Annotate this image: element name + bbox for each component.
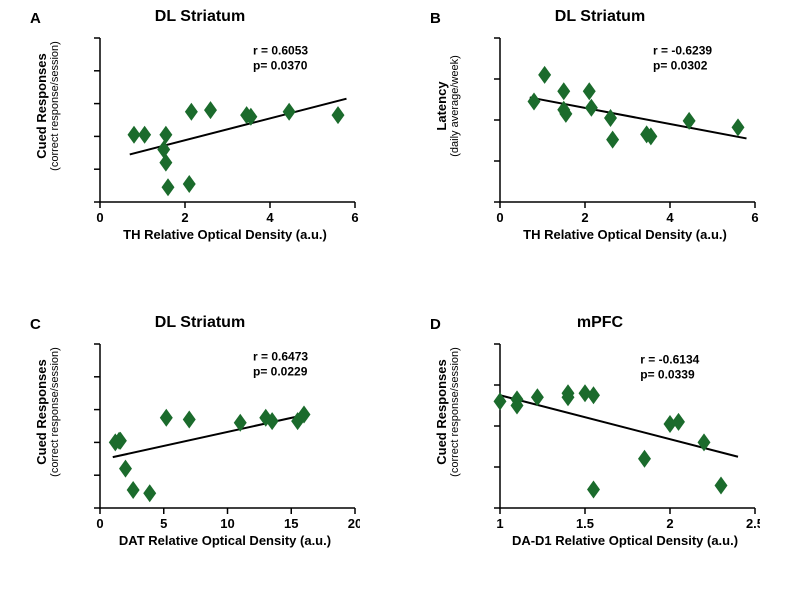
data-point <box>528 93 541 111</box>
svg-text:6: 6 <box>751 210 758 225</box>
svg-text:15: 15 <box>284 516 298 531</box>
data-point <box>160 409 173 427</box>
stats-p: p= 0.0302 <box>653 58 708 72</box>
scatter-plot: 05101520020406080100r = 0.6473p= 0.0229 <box>90 336 360 536</box>
data-point <box>557 82 570 100</box>
data-point <box>185 103 198 121</box>
data-point <box>672 413 685 431</box>
data-point <box>183 175 196 193</box>
data-point <box>204 101 217 119</box>
y-axis-label: Cued Responses(correct response/session) <box>35 332 61 492</box>
chart-grid: ADL Striatum0246020406080100r = 0.6053p=… <box>0 0 800 612</box>
stats-p: p= 0.0370 <box>253 58 308 72</box>
data-point <box>332 106 345 124</box>
svg-text:6: 6 <box>351 210 358 225</box>
data-point <box>138 126 151 144</box>
svg-text:0: 0 <box>496 210 503 225</box>
svg-text:0: 0 <box>96 516 103 531</box>
data-point <box>283 103 296 121</box>
svg-text:2.5: 2.5 <box>746 516 760 531</box>
stats-r: r = 0.6473 <box>253 349 308 363</box>
svg-text:4: 4 <box>490 31 491 46</box>
x-axis-label: TH Relative Optical Density (a.u.) <box>490 227 760 242</box>
data-point <box>183 410 196 428</box>
panel-d: DmPFC11.522.5020406080r = -0.6134p= 0.03… <box>400 306 800 612</box>
scatter-plot: 0246020406080100r = 0.6053p= 0.0370 <box>90 30 360 230</box>
data-point <box>159 154 172 172</box>
data-point <box>606 131 619 149</box>
data-point <box>587 481 600 499</box>
panel-a: ADL Striatum0246020406080100r = 0.6053p=… <box>0 0 400 306</box>
data-point <box>583 82 596 100</box>
panel-title: DL Striatum <box>400 8 800 26</box>
x-axis-label: DA-D1 Relative Optical Density (a.u.) <box>490 533 760 548</box>
data-point <box>162 178 175 196</box>
svg-text:4: 4 <box>666 210 674 225</box>
svg-text:2: 2 <box>666 516 673 531</box>
data-point <box>732 118 745 136</box>
svg-text:1.5: 1.5 <box>576 516 594 531</box>
x-axis-label: DAT Relative Optical Density (a.u.) <box>90 533 360 548</box>
scatter-plot: 11.522.5020406080r = -0.6134p= 0.0339 <box>490 336 760 536</box>
data-point <box>538 66 551 84</box>
svg-text:5: 5 <box>160 516 167 531</box>
data-point <box>157 141 170 159</box>
panel-title: mPFC <box>400 314 800 332</box>
svg-text:4: 4 <box>266 210 274 225</box>
y-axis-label: Latency(daily average/week) <box>435 26 461 186</box>
data-point <box>587 386 600 404</box>
data-point <box>585 99 598 117</box>
svg-text:10: 10 <box>220 516 234 531</box>
stats-r: r = -0.6134 <box>640 353 699 367</box>
svg-text:1: 1 <box>496 516 503 531</box>
panel-c: CDL Striatum05101520020406080100r = 0.64… <box>0 306 400 612</box>
panel-title: DL Striatum <box>0 8 400 26</box>
data-point <box>127 481 140 499</box>
x-axis-label: TH Relative Optical Density (a.u.) <box>90 227 360 242</box>
data-point <box>143 484 156 502</box>
svg-text:2: 2 <box>581 210 588 225</box>
stats-p: p= 0.0229 <box>253 364 308 378</box>
svg-text:0: 0 <box>96 210 103 225</box>
data-point <box>494 392 507 410</box>
stats-r: r = -0.6239 <box>653 43 712 57</box>
y-axis-label: Cued Responses(correct response/session) <box>35 26 61 186</box>
stats-p: p= 0.0339 <box>640 368 695 382</box>
y-axis-label: Cued Responses(correct response/session) <box>435 332 461 492</box>
data-point <box>159 126 172 144</box>
data-point <box>638 450 651 468</box>
svg-text:2: 2 <box>181 210 188 225</box>
data-point <box>119 460 132 478</box>
svg-text:20: 20 <box>348 516 360 531</box>
panel-title: DL Striatum <box>0 314 400 332</box>
data-point <box>715 476 728 494</box>
stats-r: r = 0.6053 <box>253 43 308 57</box>
scatter-plot: 024601234r = -0.6239p= 0.0302 <box>490 30 760 230</box>
panel-b: BDL Striatum024601234r = -0.6239p= 0.030… <box>400 0 800 306</box>
